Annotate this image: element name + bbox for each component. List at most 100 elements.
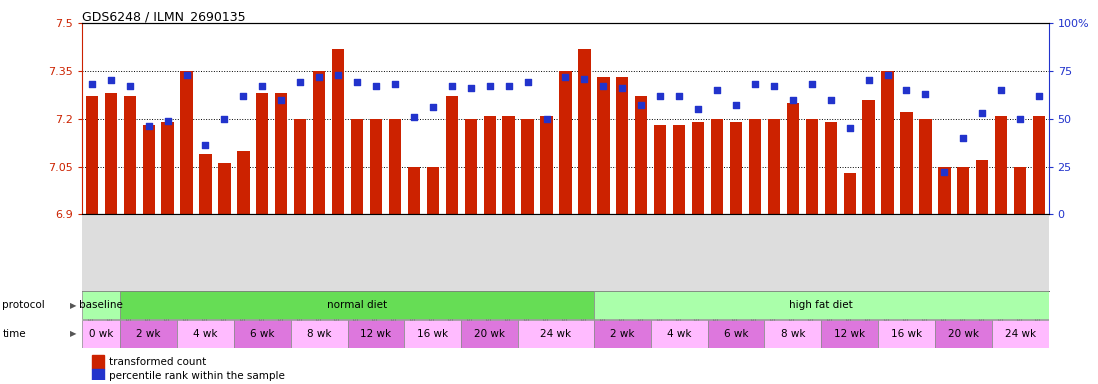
Text: 12 wk: 12 wk xyxy=(834,329,865,339)
Bar xyxy=(710,119,724,214)
Bar xyxy=(427,167,439,214)
Bar xyxy=(749,119,761,214)
Text: 16 wk: 16 wk xyxy=(890,329,922,339)
Text: 2 wk: 2 wk xyxy=(136,329,161,339)
Bar xyxy=(237,151,249,214)
Point xyxy=(708,87,726,93)
Bar xyxy=(177,320,234,348)
Bar xyxy=(821,320,878,348)
Point xyxy=(822,96,840,103)
Point xyxy=(139,123,157,129)
Bar xyxy=(995,116,1007,214)
Text: 6 wk: 6 wk xyxy=(724,329,748,339)
Bar xyxy=(82,320,121,348)
Point xyxy=(632,102,650,108)
Bar xyxy=(92,355,103,369)
Bar xyxy=(121,320,177,348)
Text: ▶: ▶ xyxy=(70,329,77,338)
Point xyxy=(651,93,669,99)
Text: transformed count: transformed count xyxy=(110,357,206,367)
Bar xyxy=(692,122,704,214)
Point xyxy=(538,116,556,122)
Text: 0 wk: 0 wk xyxy=(89,329,113,339)
Bar xyxy=(654,125,666,214)
Bar xyxy=(878,320,934,348)
Bar xyxy=(616,77,628,214)
Bar xyxy=(919,119,931,214)
Text: protocol: protocol xyxy=(2,300,45,310)
Point xyxy=(159,118,177,124)
Bar xyxy=(806,119,818,214)
Point xyxy=(784,96,802,103)
Bar xyxy=(483,116,496,214)
Bar xyxy=(651,320,707,348)
Point xyxy=(747,81,764,87)
Point xyxy=(841,125,859,131)
Bar xyxy=(332,48,345,214)
Bar xyxy=(991,320,1049,348)
Text: 20 wk: 20 wk xyxy=(474,329,505,339)
Text: 6 wk: 6 wk xyxy=(250,329,274,339)
Bar xyxy=(825,122,837,214)
Bar xyxy=(276,93,288,214)
Bar xyxy=(764,320,821,348)
Point xyxy=(518,79,536,85)
Point xyxy=(557,74,574,80)
Bar xyxy=(862,99,875,214)
Point xyxy=(405,114,423,120)
Bar xyxy=(673,125,685,214)
Text: 4 wk: 4 wk xyxy=(193,329,217,339)
Text: 4 wk: 4 wk xyxy=(666,329,692,339)
Bar xyxy=(597,77,609,214)
Bar xyxy=(559,71,572,214)
Point xyxy=(1011,116,1029,122)
Bar xyxy=(407,167,421,214)
Point xyxy=(102,77,120,83)
Text: time: time xyxy=(2,329,26,339)
Bar xyxy=(348,320,404,348)
Point xyxy=(917,91,934,97)
Bar xyxy=(786,103,799,214)
Bar xyxy=(594,291,1049,319)
Bar xyxy=(882,71,894,214)
Bar xyxy=(104,93,116,214)
Point xyxy=(727,102,744,108)
Bar xyxy=(957,167,970,214)
Bar xyxy=(313,71,325,214)
Bar xyxy=(464,119,477,214)
Point xyxy=(272,96,290,103)
Point xyxy=(974,110,991,116)
Point xyxy=(500,83,517,89)
Point xyxy=(765,83,783,89)
Point xyxy=(424,104,441,110)
Point xyxy=(235,93,253,99)
Text: 12 wk: 12 wk xyxy=(360,329,392,339)
Text: 8 wk: 8 wk xyxy=(307,329,332,339)
Bar xyxy=(768,119,780,214)
Bar xyxy=(143,125,155,214)
Text: normal diet: normal diet xyxy=(327,300,388,310)
Bar xyxy=(934,320,991,348)
Point xyxy=(121,83,138,89)
Text: 24 wk: 24 wk xyxy=(540,329,572,339)
Bar xyxy=(594,320,651,348)
Bar xyxy=(707,320,764,348)
Point xyxy=(690,106,707,112)
Bar xyxy=(124,96,136,214)
Point xyxy=(329,72,347,78)
Point xyxy=(348,79,366,85)
Point xyxy=(575,75,593,81)
Point xyxy=(311,74,328,80)
Point xyxy=(481,83,498,89)
Point xyxy=(254,83,271,89)
Point xyxy=(442,83,460,89)
Bar xyxy=(579,48,591,214)
Point xyxy=(614,85,631,91)
Bar xyxy=(404,320,461,348)
Point xyxy=(954,135,972,141)
Point xyxy=(860,77,877,83)
Point xyxy=(83,81,101,87)
Point xyxy=(878,72,896,78)
Point xyxy=(178,72,195,78)
Text: 16 wk: 16 wk xyxy=(417,329,448,339)
